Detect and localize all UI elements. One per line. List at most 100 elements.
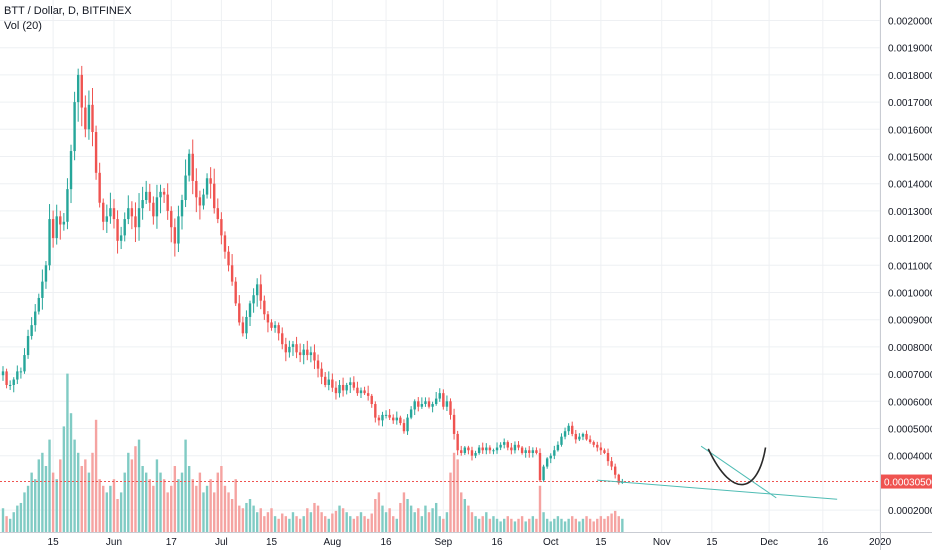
- candle-body: [55, 216, 58, 239]
- candle-body: [488, 447, 492, 451]
- candle-body: [392, 417, 395, 421]
- candle-body: [220, 219, 223, 236]
- volume-bar: [499, 521, 502, 532]
- volume-bar: [5, 516, 8, 532]
- candle-body: [152, 202, 155, 217]
- candle-body: [503, 442, 506, 445]
- volume-bar: [359, 512, 363, 532]
- candle-body: [87, 104, 91, 130]
- candle-body: [291, 344, 295, 347]
- volume-bar: [281, 513, 284, 532]
- x-tick-label: Sep: [434, 537, 452, 548]
- y-tick-label: 0.00100000: [888, 289, 932, 300]
- volume-bar: [302, 516, 305, 532]
- candle-body: [1, 371, 5, 376]
- volume-bar: [588, 518, 592, 532]
- volume-bar: [220, 466, 223, 532]
- candle-body: [105, 216, 109, 222]
- volume-bar: [517, 518, 520, 532]
- y-tick-label: 0.00060000: [888, 397, 932, 408]
- candle-body: [377, 417, 381, 421]
- volume-bar: [234, 479, 237, 532]
- volume-bar: [334, 510, 338, 532]
- candle-body: [213, 183, 216, 209]
- last-price-label: 0.00030500: [884, 478, 932, 489]
- candle-body: [59, 216, 62, 225]
- x-tick-label: Dec: [760, 537, 778, 548]
- volume-bar: [8, 518, 12, 532]
- volume-bar: [180, 472, 184, 532]
- volume-bar: [313, 502, 316, 532]
- volume-bar: [545, 518, 549, 532]
- candle-body: [320, 368, 323, 377]
- candle-body: [585, 433, 588, 440]
- candle-body: [449, 401, 452, 415]
- candle-body: [155, 197, 159, 217]
- volume-bar: [127, 452, 130, 532]
- volume-bar: [51, 472, 55, 532]
- candle-body: [492, 450, 495, 452]
- volume-bar: [19, 502, 23, 532]
- candle-body: [613, 466, 617, 475]
- candle-body: [499, 444, 502, 448]
- volume-bar: [596, 518, 599, 532]
- volume-bar: [477, 518, 481, 532]
- volume-bar: [230, 499, 234, 532]
- volume-bar: [341, 508, 345, 532]
- candle-body: [66, 189, 69, 222]
- candle-body: [563, 431, 567, 437]
- volume-bar: [592, 521, 595, 532]
- candle-body: [102, 202, 105, 222]
- volume-bar: [266, 512, 270, 532]
- candle-body: [327, 379, 330, 385]
- volume-bar: [578, 521, 581, 532]
- y-tick-label: 0.00020000: [888, 506, 932, 517]
- x-tick-label: 15: [266, 537, 278, 548]
- candle-body: [295, 344, 298, 353]
- candle-body: [273, 325, 277, 328]
- y-tick-label: 0.00200000: [888, 17, 932, 28]
- candle-body: [73, 102, 76, 152]
- x-tick-label: 15: [48, 537, 60, 548]
- candle-body: [359, 390, 363, 394]
- candle-body: [434, 398, 438, 405]
- candle-body: [255, 284, 259, 296]
- volume-bar: [492, 516, 495, 532]
- volume-bar: [384, 512, 388, 532]
- candle-body: [159, 191, 162, 198]
- candle-body: [592, 442, 595, 445]
- volume-bar: [363, 516, 366, 532]
- volume-bar: [141, 466, 144, 532]
- volume-bar: [76, 452, 80, 532]
- candle-body: [470, 450, 474, 456]
- volume-bar: [574, 518, 577, 532]
- candle-body: [26, 336, 30, 356]
- x-tick-label: 15: [595, 537, 607, 548]
- candles: [1, 65, 624, 485]
- candle-body: [474, 452, 477, 456]
- candle-body: [98, 172, 101, 203]
- volume-bar: [80, 466, 83, 532]
- candle-body: [298, 352, 302, 356]
- candle-body: [599, 447, 603, 451]
- y-tick-label: 0.00050000: [888, 425, 932, 436]
- volume-bar: [98, 479, 101, 532]
- volume-bar: [119, 492, 123, 532]
- volume-bar: [316, 505, 320, 532]
- candle-body: [170, 210, 173, 228]
- candle-body: [187, 153, 191, 176]
- candle-body: [162, 191, 166, 195]
- volume-bar: [331, 513, 334, 532]
- volume-bar: [377, 492, 381, 532]
- candle-body: [137, 208, 141, 228]
- candle-body: [30, 325, 33, 337]
- y-tick-label: 0.00140000: [888, 180, 932, 191]
- candle-body: [581, 433, 585, 437]
- candle-body: [549, 455, 552, 459]
- volume-bar: [560, 518, 563, 532]
- volume-bar: [148, 479, 151, 532]
- volume-bar: [252, 505, 255, 532]
- x-tick-label: Jun: [106, 537, 122, 548]
- candle-body: [603, 450, 606, 453]
